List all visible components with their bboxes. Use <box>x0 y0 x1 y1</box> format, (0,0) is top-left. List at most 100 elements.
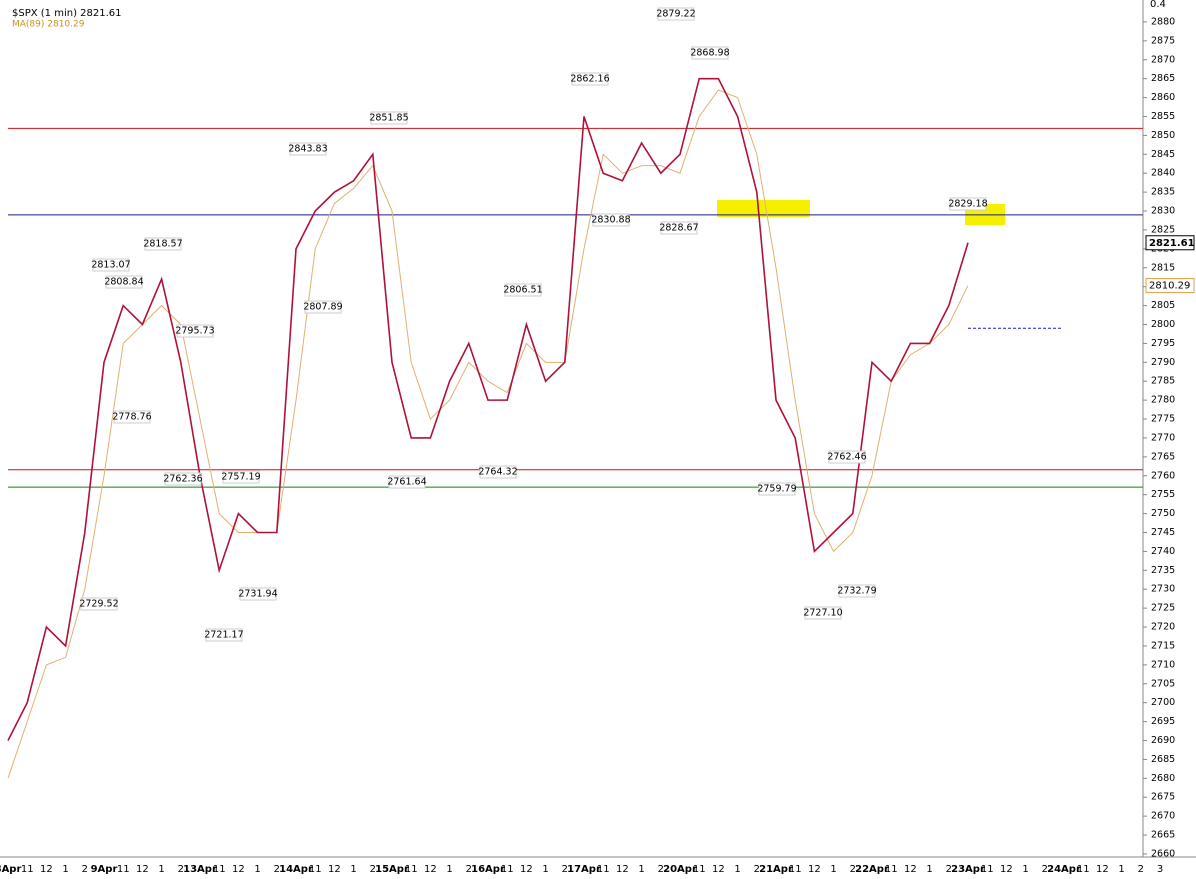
x-tick-label: 1 <box>1022 864 1028 875</box>
y-tick-label: 2685 <box>1151 754 1175 765</box>
y-tick-label: 2735 <box>1151 565 1175 576</box>
x-tick-label: 17Apr <box>567 864 601 875</box>
top-label: 0.4 <box>1150 0 1166 10</box>
price-label: 2731.94 <box>238 589 277 600</box>
price-label: 2862.16 <box>570 74 609 85</box>
price-label-box <box>164 472 202 486</box>
x-tick-label: 11 <box>693 864 706 875</box>
x-tick-label: 12 <box>40 864 53 875</box>
x-tick-label: 8Apr <box>0 864 21 875</box>
price-label-box <box>80 597 118 611</box>
y-tick-label: 2780 <box>1151 395 1175 406</box>
price-label: 2808.84 <box>104 277 143 288</box>
price-label: 2762.36 <box>163 474 202 485</box>
price-label: 2778.76 <box>112 412 151 423</box>
last-ma-tag <box>1145 278 1195 294</box>
x-tick-label: 11 <box>309 864 322 875</box>
y-tick-label: 2790 <box>1151 357 1175 368</box>
price-label-box <box>571 72 609 86</box>
y-tick-label: 2835 <box>1151 187 1175 198</box>
x-tick-label: 12 <box>616 864 629 875</box>
price-label: 2806.51 <box>503 285 542 296</box>
price-label: 2759.79 <box>757 484 796 495</box>
price-label: 2868.98 <box>690 48 729 59</box>
y-tick-label: 2825 <box>1151 224 1175 235</box>
x-tick-label: 2 <box>1138 864 1144 875</box>
price-label-box <box>92 258 130 272</box>
x-tick-label: 12 <box>712 864 725 875</box>
x-tick-label: 12 <box>904 864 917 875</box>
x-tick-label: 2 <box>178 864 184 875</box>
price-label-box <box>144 237 182 251</box>
last-price: 2821.61 <box>1149 238 1195 249</box>
y-tick-label: 2840 <box>1151 168 1175 179</box>
y-tick-label: 2785 <box>1151 376 1175 387</box>
x-tick-label: 2 <box>1042 864 1048 875</box>
price-label: 2761.64 <box>387 477 426 488</box>
y-tick-label: 2775 <box>1151 414 1175 425</box>
x-tick-label: 1 <box>734 864 740 875</box>
x-tick-label: 1 <box>62 864 68 875</box>
x-tick-label: 16Apr <box>471 864 505 875</box>
price-label-box <box>289 142 327 156</box>
x-tick-label: 15Apr <box>375 864 409 875</box>
price-label-box <box>304 300 342 314</box>
price-label-box <box>504 283 542 297</box>
x-tick-label: 11 <box>981 864 994 875</box>
x-tick-label: 23Apr <box>951 864 985 875</box>
ma-line <box>7 89 969 779</box>
x-tick-label: 9Apr <box>91 864 118 875</box>
price-label-box <box>758 482 796 496</box>
x-tick-label: 11 <box>1077 864 1090 875</box>
price-label-box <box>949 197 987 211</box>
price-label-box <box>370 111 408 125</box>
price-label-box <box>222 470 260 484</box>
price-label-box <box>592 213 630 227</box>
y-tick-label: 2730 <box>1151 584 1175 595</box>
x-tick-label: 2 <box>82 864 88 875</box>
x-tick-label: 11 <box>885 864 898 875</box>
price-label: 2721.17 <box>204 630 243 641</box>
price-label: 2757.19 <box>221 472 260 483</box>
x-tick-label: 1 <box>638 864 644 875</box>
y-tick-label: 2725 <box>1151 603 1175 614</box>
price-label-box <box>828 450 866 464</box>
y-tick-label: 2870 <box>1151 54 1175 65</box>
y-tick-label: 2760 <box>1151 470 1175 481</box>
x-tick-label: 11 <box>117 864 130 875</box>
price-label: 2764.32 <box>478 467 517 478</box>
x-tick-label: 11 <box>405 864 418 875</box>
x-tick-label: 12 <box>1000 864 1013 875</box>
price-label: 2727.10 <box>803 608 842 619</box>
x-tick-label: 12 <box>520 864 533 875</box>
x-tick-label: 11 <box>501 864 514 875</box>
x-tick-label: 2 <box>946 864 952 875</box>
y-tick-label: 2850 <box>1151 130 1175 141</box>
x-tick-label: 24Apr <box>1047 864 1081 875</box>
price-label: 2818.57 <box>143 239 182 250</box>
x-tick-label: 21Apr <box>759 864 793 875</box>
y-tick-label: 2815 <box>1151 262 1175 273</box>
price-label-box <box>239 587 277 601</box>
price-label: 2828.67 <box>659 223 698 234</box>
y-tick-label: 2700 <box>1151 697 1175 708</box>
x-tick-label: 12 <box>808 864 821 875</box>
price-label: 2830.88 <box>591 215 630 226</box>
price-label: 2729.52 <box>79 599 118 610</box>
x-tick-label: 12 <box>1096 864 1109 875</box>
y-tick-label: 2805 <box>1151 300 1175 311</box>
x-tick-label: 1 <box>158 864 164 875</box>
x-tick-label: 12 <box>424 864 437 875</box>
x-tick-label: 1 <box>446 864 452 875</box>
y-tick-label: 2675 <box>1151 792 1175 803</box>
y-tick-label: 2765 <box>1151 451 1175 462</box>
x-tick-label: 3 <box>1157 864 1163 875</box>
x-tick-label: 2 <box>850 864 856 875</box>
x-tick-label: 20Apr <box>663 864 697 875</box>
price-label-box <box>691 46 729 60</box>
y-tick-label: 2710 <box>1151 659 1175 670</box>
x-tick-label: 11 <box>213 864 226 875</box>
price-label-box <box>660 221 698 235</box>
x-tick-label: 22Apr <box>855 864 889 875</box>
x-tick-label: 11 <box>597 864 610 875</box>
